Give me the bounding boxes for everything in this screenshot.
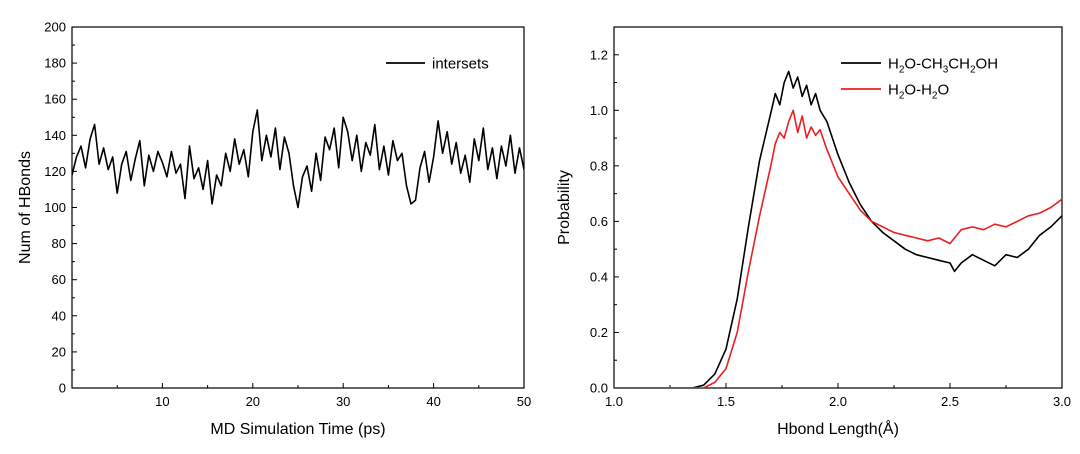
y-tick-label: 140	[44, 128, 66, 143]
x-tick-label: 1.0	[605, 394, 623, 409]
x-tick-label: 50	[517, 394, 531, 409]
y-tick-label: 0.6	[590, 214, 608, 229]
x-tick-label: 2.0	[829, 394, 847, 409]
x-tick-label: 2.5	[941, 394, 959, 409]
series-line-1	[614, 109, 1062, 388]
y-tick-label: 20	[52, 344, 66, 359]
y-axis-label: Probability	[556, 170, 573, 245]
y-tick-label: 100	[44, 200, 66, 215]
y-tick-label: 0.8	[590, 158, 608, 173]
y-tick-label: 1.0	[590, 103, 608, 118]
y-tick-label: 180	[44, 56, 66, 71]
x-tick-label: 20	[246, 394, 260, 409]
x-tick-label: 40	[426, 394, 440, 409]
plot-frame	[613, 26, 1063, 389]
y-tick-label: 0.4	[590, 269, 608, 284]
series-line-0	[72, 109, 524, 209]
hbond-count-chart: 10 20 30 40 50 0 20 40 60 80 100 120 140 160 180 200 MD …	[17, 20, 531, 439]
y-tick-label: 40	[52, 308, 66, 323]
x-axis-label: Hbond Length(Å)	[777, 419, 899, 438]
x-tick-label: 3.0	[1053, 394, 1071, 409]
x-tick-label: 1.5	[717, 394, 735, 409]
x-tick-label: 10	[155, 394, 169, 409]
y-tick-label: 1.2	[590, 47, 608, 62]
hbond-length-chart: 1.0 1.5 2.0 2.5 3.0 0.0 0.2 0.4 0.6 0.8 1.0 1.2 Hbon…	[556, 26, 1071, 438]
legend-label: H2O-CH3CH2OH	[888, 56, 998, 76]
legend-label: H2O-H2O	[888, 82, 949, 102]
y-tick-label: 60	[52, 272, 66, 287]
y-tick-label: 80	[52, 236, 66, 251]
x-axis-label: MD Simulation Time (ps)	[210, 421, 385, 438]
series-line-0	[614, 70, 1062, 388]
y-tick-label: 160	[44, 92, 66, 107]
y-tick-label: 0	[59, 381, 66, 396]
x-tick-label: 30	[336, 394, 350, 409]
y-tick-label: 0.2	[590, 325, 608, 340]
y-axis-label: Num of HBonds	[17, 151, 34, 264]
legend-label: intersets	[432, 56, 489, 73]
y-tick-label: 0.0	[590, 381, 608, 396]
y-tick-label: 120	[44, 164, 66, 179]
y-tick-label: 200	[44, 20, 66, 35]
